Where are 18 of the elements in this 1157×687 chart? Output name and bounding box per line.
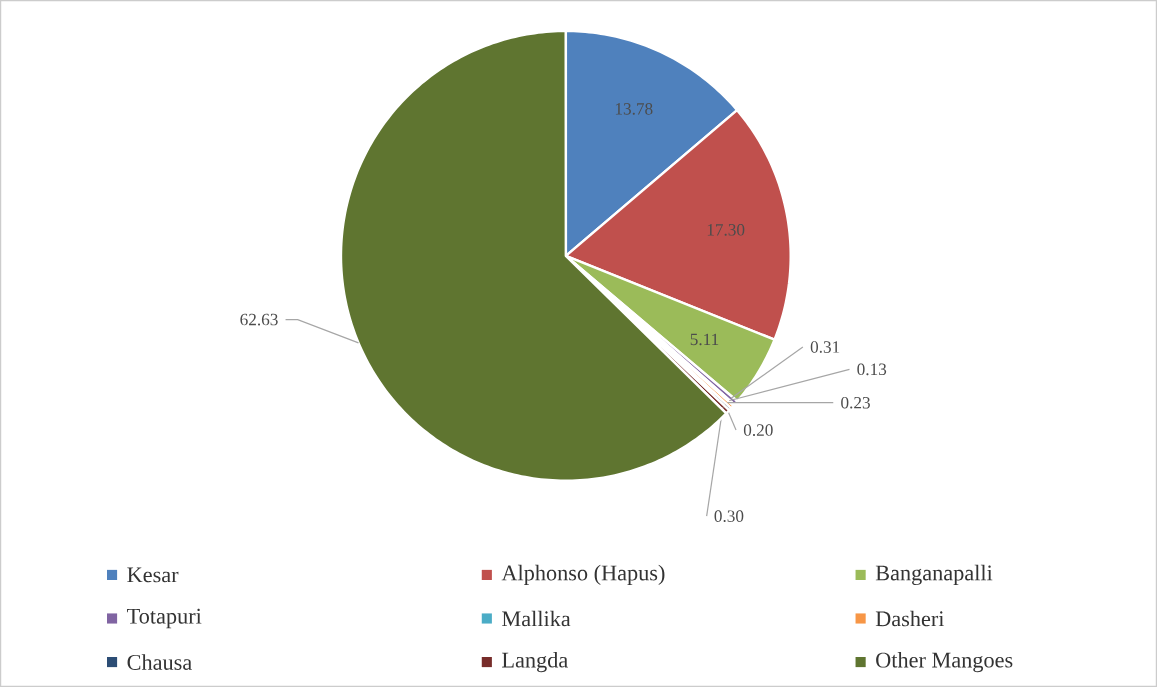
- legend-label: Dasheri: [875, 610, 945, 627]
- legend-label: Totapuri: [127, 608, 202, 629]
- legend-label: Langda: [502, 651, 568, 673]
- legend-label: Kesar: [127, 567, 179, 583]
- legend-label: Other Mangoes: [876, 651, 1013, 673]
- legend-label: Mallika: [502, 610, 571, 627]
- data-label: 0.20: [743, 424, 773, 436]
- data-label: 17.30: [707, 224, 745, 236]
- legend-label: Chausa: [127, 654, 192, 670]
- data-label: 5.11: [690, 333, 719, 346]
- legend-label: Banganapalli: [875, 564, 993, 586]
- data-label: 0.31: [810, 341, 840, 353]
- data-label: 0.13: [857, 363, 887, 376]
- data-label: 0.30: [714, 510, 744, 523]
- data-label: 13.78: [615, 103, 653, 115]
- data-label: 0.23: [841, 396, 870, 409]
- legend-label: Alphonso (Hapus): [501, 564, 665, 586]
- data-label: 62.63: [240, 313, 278, 326]
